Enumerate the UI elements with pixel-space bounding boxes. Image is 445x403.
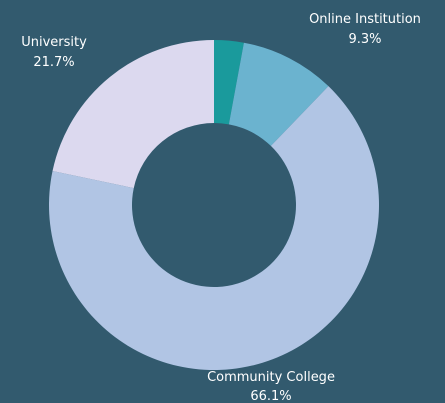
slice-online-institution: [228, 42, 329, 146]
label-community-college-name: Community College: [207, 370, 335, 385]
label-online-institution: Online Institution 9.3%: [309, 12, 421, 47]
label-online-institution-value: 9.3%: [348, 32, 381, 47]
label-university: University 21.7%: [21, 35, 87, 70]
slice-community-college: [48, 86, 379, 371]
label-community-college-value: 66.1%: [250, 389, 291, 403]
slice-university: [52, 40, 214, 189]
label-university-value: 21.7%: [33, 55, 74, 70]
label-community-college: Community College 66.1%: [207, 370, 335, 403]
label-online-institution-name: Online Institution: [309, 12, 421, 27]
slice-other-0: [214, 40, 244, 125]
donut-slices: [48, 40, 379, 371]
label-university-name: University: [21, 35, 87, 50]
